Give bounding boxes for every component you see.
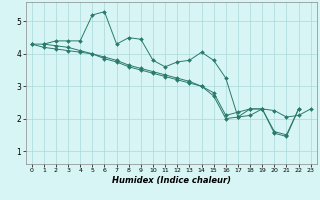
X-axis label: Humidex (Indice chaleur): Humidex (Indice chaleur) [112,176,231,185]
